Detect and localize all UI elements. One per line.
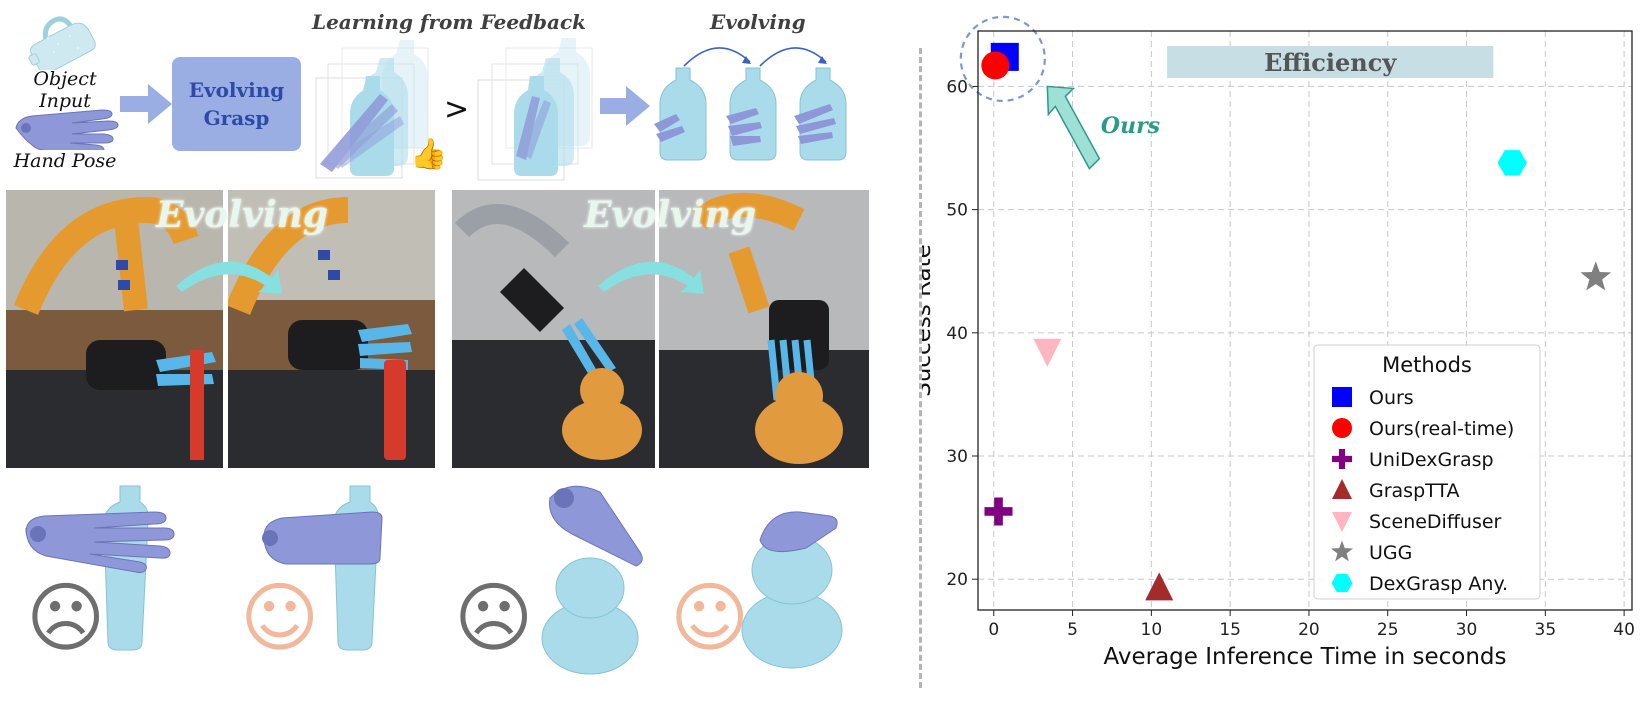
x-tick-label: 15 (1219, 620, 1241, 640)
legend-label-6: UGG (1369, 542, 1412, 564)
chart-ticks: 0 5 10 15 20 25 30 35 40 20 30 40 50 60 (946, 77, 1635, 640)
sim-spray-grasp-bad (25, 485, 175, 651)
happy-face-icon-1: ☺ (240, 573, 320, 662)
y-tick-label: 60 (946, 77, 968, 97)
input-arrow-icon (120, 84, 172, 124)
photo-evolving-arrow-right-icon (594, 246, 714, 300)
evolving-bottle-1 (654, 67, 707, 161)
evolving-grasp-module: Evolving Grasp (172, 57, 301, 151)
robot-photo-bear-before (452, 190, 655, 468)
data-point-2 (981, 51, 1010, 80)
simulation-row: ☹ ☺ ☹ ☺ (0, 476, 915, 702)
legend-label-2: Ours(real-time) (1369, 418, 1514, 440)
x-tick-label: 40 (1613, 620, 1635, 640)
sad-face-icon-2: ☹ (454, 573, 534, 662)
thumbs-up-icon: 👍 (410, 137, 448, 172)
real-robot-photos: Evolving Evolving (0, 190, 915, 470)
y-axis-label: Success Rate (922, 244, 936, 397)
object-input-jug-icon (28, 16, 96, 70)
x-tick-label: 0 (988, 620, 999, 640)
evolve-arrow-icon (600, 86, 650, 126)
photo-overlay-evolving-left: Evolving (156, 194, 328, 236)
legend-marker-5 (1332, 512, 1352, 532)
data-point-6 (1580, 261, 1612, 291)
learning-from-feedback-label: Learning from Feedback (312, 10, 587, 34)
legend-label-4: GraspTTA (1369, 480, 1460, 502)
ours-highlight-circle (959, 15, 1046, 102)
pipeline-row: Object Input Hand Pose Evolving Grasp Le… (0, 0, 915, 185)
legend-title: Methods (1382, 353, 1472, 377)
efficiency-scatter-chart: Efficiency 0 5 10 15 20 25 30 35 40 20 30 40 50 60 Ou… (922, 15, 1635, 670)
ours-annotation: Ours (1101, 113, 1160, 139)
panel-divider (919, 48, 922, 688)
data-point-3 (984, 497, 1013, 526)
legend-box (1313, 344, 1541, 600)
module-label-line2: Grasp (203, 106, 270, 130)
evolving-bottle-3 (794, 67, 847, 161)
legend-marker-6 (1331, 540, 1353, 562)
legend-label-3: UniDexGrasp (1369, 449, 1494, 471)
y-tick-label: 40 (946, 324, 968, 344)
x-tick-label: 10 (1141, 620, 1163, 640)
evolving-bottle-2 (726, 67, 777, 161)
legend-marker-7 (1331, 573, 1353, 593)
sim-bear-grasp-bad (541, 485, 643, 675)
data-point-5 (1033, 338, 1062, 367)
data-point-7 (1497, 150, 1527, 176)
x-tick-label: 25 (1377, 620, 1399, 640)
legend-marker-4 (1332, 479, 1352, 499)
chart-legend: Methods Ours Ours(real-time) UniDexGrasp Gra… (1313, 344, 1541, 600)
robot-photo-bear-after (659, 190, 869, 468)
sim-bear-grasp-good (741, 511, 843, 669)
chart-marks (981, 42, 1612, 601)
x-tick-label: 20 (1298, 620, 1320, 640)
y-tick-label: 50 (946, 201, 968, 221)
compare-symbol: > (444, 92, 470, 127)
legend-marker-2 (1332, 418, 1352, 438)
happy-face-icon-2: ☺ (670, 573, 750, 662)
feedback-grasp-stack-right (477, 38, 593, 181)
ours-pointer-arrow-icon (1046, 85, 1101, 170)
hand-pose-icon (15, 109, 119, 150)
evolving-label: Evolving (710, 10, 806, 34)
efficiency-label: Efficiency (1264, 48, 1397, 77)
efficiency-highlight-box (1167, 46, 1494, 78)
evolving-curve-arrows-icon (683, 47, 827, 67)
x-tick-label: 5 (1067, 620, 1078, 640)
object-input-label: Object Input (33, 68, 97, 112)
x-tick-label: 30 (1456, 620, 1478, 640)
axes-frame (977, 30, 1633, 611)
x-axis-label: Average Inference Time in seconds (1103, 644, 1506, 670)
legend-label-7: DexGrasp Any. (1369, 573, 1508, 595)
y-tick-label: 20 (946, 570, 968, 590)
legend-marker-3 (1332, 449, 1352, 469)
y-tick-label: 30 (946, 447, 968, 467)
data-point-4 (1145, 572, 1174, 601)
robot-photo-spray-before (6, 190, 223, 468)
x-tick-label: 35 (1535, 620, 1557, 640)
legend-label-1: Ours (1369, 387, 1414, 409)
legend-label-5: SceneDiffuser (1369, 511, 1502, 533)
photo-evolving-arrow-left-icon (172, 246, 292, 300)
robot-photo-spray-after (228, 190, 435, 468)
photo-overlay-evolving-right: Evolving (584, 194, 756, 236)
feedback-grasp-stack-left (315, 40, 429, 179)
sad-face-icon-1: ☹ (26, 573, 106, 662)
hand-pose-label: Hand Pose (13, 150, 117, 172)
module-label-line1: Evolving (188, 78, 285, 102)
sim-spray-grasp-good (262, 485, 383, 651)
legend-marker-1 (1332, 387, 1352, 407)
